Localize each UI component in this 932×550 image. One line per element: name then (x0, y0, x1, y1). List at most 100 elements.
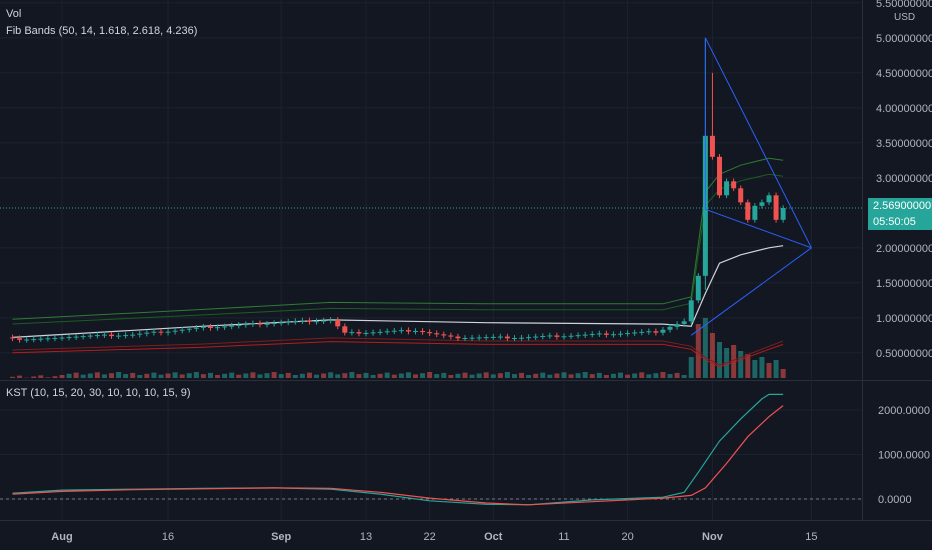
last-price-value: 2.56900000 (873, 200, 932, 212)
candle-body (731, 181, 737, 189)
volume-bar (349, 372, 355, 378)
time-tick-label: 15 (805, 531, 817, 543)
time-tick-label: Aug (51, 531, 72, 543)
candle-body (709, 135, 715, 157)
volume-bar (455, 373, 461, 378)
volume-bar (31, 376, 37, 378)
price-tick-label: 5.50000000 (876, 0, 932, 10)
price-tick-label: 2.00000000 (876, 243, 932, 255)
volume-bar (427, 372, 433, 378)
candle-body (745, 202, 751, 220)
candle-body (314, 321, 320, 323)
candle-body (554, 335, 560, 337)
volume-bar (745, 354, 751, 378)
volume-bar (497, 373, 503, 378)
candle-body (349, 332, 355, 334)
candle-body (108, 334, 114, 337)
candle-body (384, 331, 390, 333)
candle-body (724, 181, 730, 196)
volume-bar (264, 373, 270, 378)
volume-bar (674, 372, 680, 378)
volume-bar (519, 372, 525, 378)
volume-bar (511, 374, 517, 378)
candle-body (222, 326, 228, 328)
price-tick-label: 1.00000000 (876, 313, 932, 325)
candle-body (229, 325, 235, 327)
volume-bar (596, 372, 602, 378)
candle-body (420, 330, 426, 333)
price-tick-label: 3.00000000 (876, 173, 932, 185)
candle-body (356, 332, 362, 334)
candle-body (547, 335, 553, 337)
volume-bar (660, 372, 666, 378)
kst-tick-label: 0.0000 (878, 494, 912, 506)
candle-body (285, 321, 291, 323)
volume-bar (625, 374, 631, 378)
volume-bar (243, 373, 249, 378)
volume-bar (639, 372, 645, 378)
candle-body (207, 326, 213, 328)
candle-body (250, 323, 256, 325)
candle-body (632, 332, 638, 334)
candle-body (45, 338, 51, 340)
candle-body (116, 335, 122, 337)
candle-body (413, 330, 418, 332)
time-tick-label: Nov (702, 531, 724, 543)
vol-legend: Vol (6, 8, 22, 20)
volume-bar (363, 372, 369, 378)
volume-bar (533, 373, 539, 378)
candle-body (405, 330, 411, 332)
candle-body (695, 275, 701, 301)
candle-body (752, 205, 758, 220)
volume-bar (52, 376, 58, 378)
candle-body (667, 326, 673, 330)
candle-body (328, 319, 334, 321)
candle-body (519, 337, 525, 339)
volume-bar (759, 357, 765, 378)
candle-body (717, 156, 723, 196)
candle-body (158, 331, 164, 333)
volume-bar (738, 351, 744, 378)
candle-body (674, 323, 680, 327)
price-tick-label: 4.00000000 (876, 103, 932, 115)
time-tick-label: 13 (360, 531, 372, 543)
candle-body (469, 337, 475, 339)
volume-bar (610, 373, 616, 378)
volume-bar (476, 373, 482, 378)
volume-bar (554, 373, 560, 378)
candle-body (434, 333, 440, 335)
candle-body (137, 333, 143, 335)
last-price-tag: 2.56900000 05:50:05 (868, 198, 932, 230)
volume-bar (236, 374, 242, 378)
volume-bar (547, 374, 553, 378)
fib-upper-band (12, 157, 784, 320)
volume-bar (490, 374, 496, 378)
volume-bar (434, 374, 440, 378)
candle-body (264, 323, 270, 325)
candle-body (490, 336, 496, 338)
volume-bar (469, 374, 475, 378)
candle-body (24, 339, 30, 341)
candle-body (448, 335, 454, 337)
volume-bar (123, 374, 129, 378)
candle-body (526, 337, 532, 339)
candle-body (179, 329, 185, 331)
volume-bar (108, 373, 114, 378)
price-tick-label: 4.50000000 (876, 68, 932, 80)
volume-bar (646, 374, 652, 378)
candle-body (17, 338, 23, 340)
volume-bar (377, 373, 383, 378)
volume-bar (667, 374, 673, 378)
candle-body (780, 208, 786, 220)
candle-body (101, 334, 107, 336)
candle-body (603, 333, 609, 335)
volume-bar (151, 372, 157, 378)
triangle-trendline (690, 247, 812, 336)
volume-bar (158, 374, 164, 378)
candle-body (38, 338, 44, 340)
volume-bar (207, 372, 213, 378)
volume-bar (165, 373, 171, 378)
volume-bar (582, 372, 588, 378)
candle-body (172, 330, 178, 332)
